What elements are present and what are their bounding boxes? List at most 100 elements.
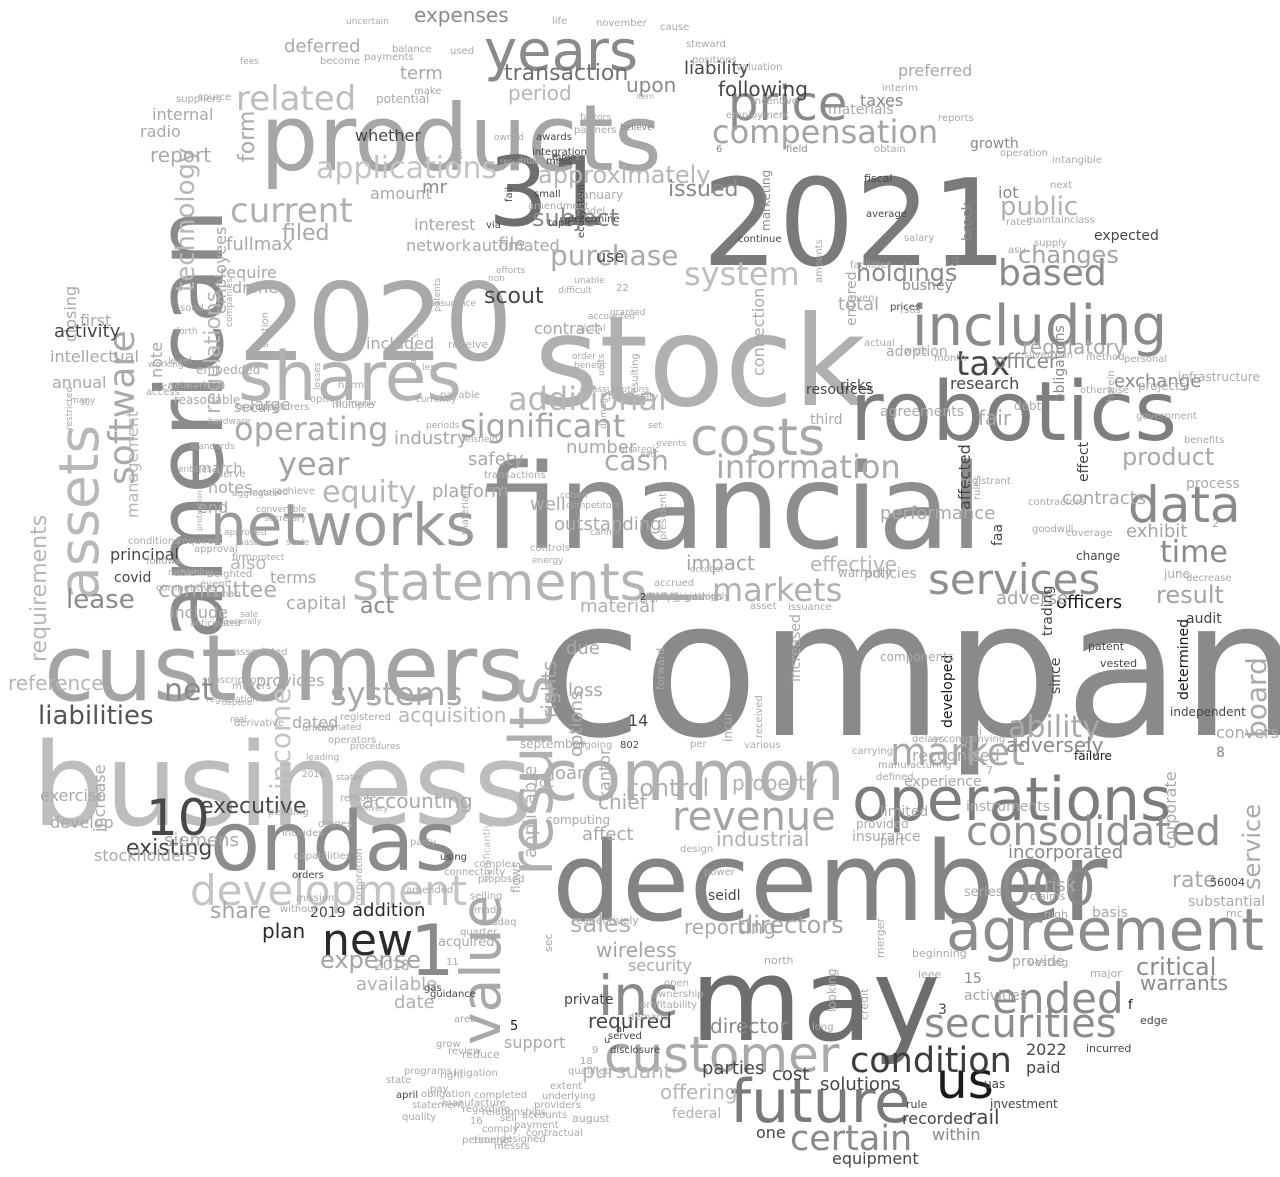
cloud-word: customer <box>604 1026 840 1084</box>
cloud-word: designed <box>500 1134 546 1145</box>
cloud-word: events <box>656 439 687 449</box>
cloud-word: litigation <box>454 1068 498 1079</box>
cloud-word: property <box>732 771 818 795</box>
cloud-word: extent <box>550 1081 582 1092</box>
cloud-word: subject <box>532 204 619 232</box>
cloud-word: amount <box>370 184 432 203</box>
cloud-word: automated <box>472 236 560 255</box>
cloud-word: primarily <box>336 399 377 409</box>
cloud-word: 7 <box>986 764 993 777</box>
cloud-word: table <box>640 592 665 603</box>
cloud-word: deferred <box>284 36 361 57</box>
cloud-word: state <box>386 1075 411 1086</box>
cloud-word: industrial <box>716 827 809 851</box>
cloud-word: standards <box>190 442 235 452</box>
cloud-word: benefit <box>574 361 606 371</box>
cloud-word: contractors <box>1028 497 1085 508</box>
cloud-word: iot <box>998 183 1019 202</box>
cloud-word: provided <box>856 817 909 831</box>
cloud-word: reduce <box>462 1048 500 1061</box>
cloud-word: acquisition <box>398 703 506 727</box>
cloud-word: activity <box>54 321 121 342</box>
cloud-word: intangible <box>1052 155 1102 166</box>
cloud-word: selling <box>470 891 502 902</box>
cloud-word: risks <box>840 378 872 394</box>
cloud-word: assurance <box>430 299 476 309</box>
cloud-word: president <box>658 493 669 540</box>
cloud-word: contractual <box>526 1128 583 1139</box>
cloud-word: positions <box>692 55 737 66</box>
cloud-word: terms <box>270 568 316 587</box>
cloud-word: total <box>838 294 879 315</box>
cloud-word: company <box>538 559 1280 780</box>
cloud-word: existing <box>126 836 212 861</box>
cloud-word: ondas <box>210 795 457 890</box>
cloud-word: 6 <box>716 144 722 155</box>
cloud-word: change <box>1076 549 1120 563</box>
cloud-word: accompanying <box>932 734 1005 745</box>
cloud-word: obligation <box>421 1089 471 1100</box>
cloud-word: recorded <box>902 1109 973 1128</box>
cloud-word: patents <box>433 277 443 312</box>
cloud-word: interest <box>414 215 475 234</box>
cloud-word: embedded <box>196 363 260 377</box>
cloud-word: notes <box>208 478 252 497</box>
cloud-word: inc <box>598 964 678 1028</box>
cloud-word: estimated <box>316 723 361 733</box>
cloud-word: stock <box>534 290 866 435</box>
cloud-word: pending <box>268 807 309 818</box>
cloud-word: held <box>520 155 542 166</box>
cloud-word: revenue <box>672 794 836 840</box>
cloud-word: filed <box>282 221 329 246</box>
cloud-word: agreements <box>880 404 964 420</box>
cloud-word: payments <box>364 52 414 63</box>
cloud-word: scale <box>286 538 310 548</box>
cloud-word: materially <box>460 484 471 535</box>
cloud-word: dated <box>292 713 338 732</box>
cloud-word: incentive <box>752 96 798 107</box>
cloud-word: loss <box>568 680 603 701</box>
cloud-word: operations <box>852 765 1171 835</box>
cloud-word: drones <box>318 819 352 830</box>
cloud-word: installed <box>250 488 288 498</box>
cloud-word: granted <box>610 308 645 318</box>
cloud-word: drone <box>232 278 278 297</box>
cloud-word: matters <box>232 681 271 692</box>
cloud-word: procedures <box>350 742 401 752</box>
cloud-word: depend <box>222 698 252 707</box>
cloud-word: sell <box>500 1113 517 1124</box>
cloud-word: control <box>626 774 709 802</box>
cloud-word: loan <box>550 763 588 784</box>
cloud-word: manufacturers <box>236 402 309 413</box>
cloud-word: field <box>786 144 808 155</box>
cloud-word: accounts <box>522 1110 567 1121</box>
cloud-word: 8 <box>1216 745 1225 761</box>
cloud-word: pursuant <box>582 1059 672 1083</box>
cloud-word: silverman <box>1024 350 1073 361</box>
cloud-word: area <box>454 1014 476 1025</box>
cloud-word: chief <box>598 790 648 814</box>
cloud-word: efforts <box>496 266 525 276</box>
cloud-word: one <box>756 1123 786 1142</box>
cloud-word: approval <box>194 544 238 555</box>
cloud-word: part <box>880 834 905 848</box>
cloud-word: rule <box>906 1098 928 1111</box>
cloud-word: disclosure <box>610 1045 660 1056</box>
cloud-word: even <box>850 293 875 304</box>
cloud-word: equipment <box>832 1149 919 1168</box>
cloud-word: looking <box>825 968 839 1012</box>
cloud-word: programs <box>404 1066 452 1077</box>
cloud-word: served <box>608 1031 642 1042</box>
cloud-word: computing <box>546 813 610 827</box>
cloud-word: condition <box>850 1041 1012 1081</box>
cloud-word: product <box>1122 443 1214 471</box>
cloud-word: entities <box>178 465 212 475</box>
cloud-word: fcc <box>534 775 554 791</box>
cloud-word: warrants <box>1140 971 1228 995</box>
cloud-word: statements <box>352 553 647 613</box>
cloud-word: changes <box>1018 241 1119 269</box>
cloud-word: report <box>150 143 211 167</box>
cloud-word: officers <box>1056 592 1122 613</box>
cloud-word: units <box>597 354 607 376</box>
